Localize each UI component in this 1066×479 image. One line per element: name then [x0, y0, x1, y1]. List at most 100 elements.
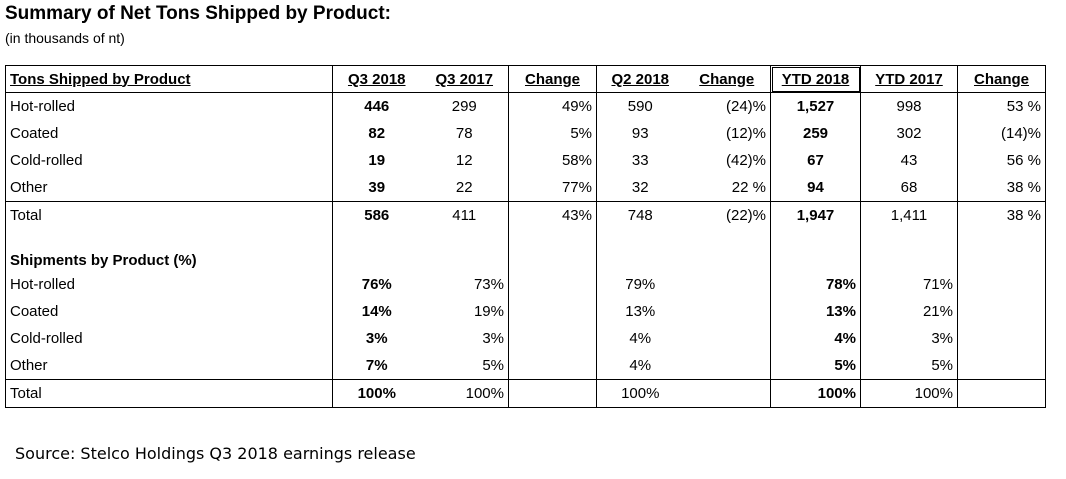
header-cell: Change — [683, 65, 771, 93]
cell: 100% — [420, 379, 509, 408]
cell: 7% — [365, 357, 388, 374]
cell — [958, 352, 1046, 380]
header-text: YTD 2018 — [781, 70, 850, 88]
cell: 43% — [508, 201, 597, 229]
row-label: Other — [10, 357, 48, 374]
cell — [421, 229, 509, 271]
table-header: Tons Shipped by Product Q3 2018 Q3 2017 Cha… — [5, 65, 1046, 93]
summary-table: Tons Shipped by Product Q3 2018 Q3 2017 Cha… — [5, 65, 1046, 408]
cell — [684, 271, 771, 298]
header-text: Change — [973, 70, 1029, 88]
cell: 94 — [807, 179, 824, 196]
table-row: Cold-rolled 19 12 58% 33 (42)% 67 43 56 % — [6, 147, 1046, 174]
cell — [958, 298, 1046, 325]
cell — [958, 325, 1046, 352]
cell: 32 — [631, 179, 649, 196]
header-cell: Q2 2018 — [596, 65, 684, 93]
header-text: Q3 2018 — [347, 70, 406, 88]
cell: 68 — [900, 179, 918, 196]
cell: 1,527 — [796, 98, 835, 115]
cell: 71% — [922, 276, 953, 293]
cell — [958, 271, 1046, 298]
cell: 58% — [561, 152, 592, 169]
table-row: Coated 82 78 5% 93 (12)% 259 302 (14)% — [6, 120, 1046, 147]
row-label: Cold-rolled — [10, 330, 83, 347]
cell: 100% — [332, 379, 421, 408]
header-text: YTD 2017 — [875, 70, 943, 88]
cell: 79% — [625, 276, 656, 293]
cell: 4% — [834, 330, 856, 347]
cell: 5% — [570, 125, 592, 142]
row-label: Coated — [10, 125, 59, 142]
cell — [861, 229, 958, 271]
row-label: Total — [5, 201, 333, 229]
cell: (42)% — [725, 152, 766, 169]
header-cell: YTD 2017 — [860, 65, 958, 93]
cell: 13% — [625, 303, 656, 320]
tons-section: Hot-rolled 446 299 49% 590 (24)% 1,527 998 53 % C… — [5, 93, 1046, 229]
table-row: Other 7% 5% 4% 5% 5% — [6, 352, 1046, 380]
cell: 19% — [473, 303, 504, 320]
table-row: Coated 14% 19% 13% 13% 21% — [6, 298, 1046, 325]
header-cell: Tons Shipped by Product — [5, 65, 333, 93]
row-label: Other — [10, 179, 48, 196]
cell: 22 % — [731, 179, 766, 196]
cell: 67 — [807, 152, 824, 169]
cell: 14% — [361, 303, 392, 320]
header-text: Q2 2018 — [611, 70, 670, 88]
cell — [333, 229, 421, 271]
cell: 3% — [482, 330, 504, 347]
cell: (24)% — [725, 98, 766, 115]
cell — [509, 325, 597, 352]
cell: (12)% — [725, 125, 766, 142]
cell: 1,947 — [770, 201, 861, 229]
cell: 4% — [629, 357, 652, 374]
subtitle: (in thousands of nt) — [5, 30, 125, 46]
cell — [597, 229, 684, 271]
cell: 100% — [860, 379, 958, 408]
cell: 78 — [455, 125, 473, 142]
table-row: Hot-rolled 446 299 49% 590 (24)% 1,527 998 53 % — [6, 93, 1046, 121]
cell — [508, 379, 597, 408]
section-heading-row: Shipments by Product (%) — [6, 229, 1046, 271]
cell: 12 — [455, 152, 473, 169]
cell: 21% — [922, 303, 953, 320]
cell: (14)% — [1000, 125, 1041, 142]
cell: 76% — [361, 276, 392, 293]
cell — [683, 379, 771, 408]
row-label: Coated — [10, 303, 59, 320]
cell: 748 — [596, 201, 684, 229]
cell: 5% — [931, 357, 953, 374]
cell: 39 — [368, 179, 386, 196]
cell: 49% — [561, 98, 592, 115]
table-row: Other 39 22 77% 32 22 % 94 68 38 % — [6, 174, 1046, 202]
table-row: Total 100% 100% 100% 100% 100% — [5, 379, 1046, 408]
cell: 590 — [627, 98, 653, 115]
header-row: Tons Shipped by Product Q3 2018 Q3 2017 Cha… — [5, 65, 1046, 93]
cell — [684, 229, 771, 271]
cell — [684, 298, 771, 325]
cell: 82 — [368, 125, 386, 142]
cell: 4% — [629, 330, 652, 347]
header-cell: YTD 2018 — [770, 65, 861, 93]
header-text: Q3 2017 — [435, 70, 494, 88]
cell: 43 — [900, 152, 918, 169]
cell — [509, 271, 597, 298]
cell: 19 — [368, 152, 386, 169]
cell — [957, 379, 1046, 408]
cell: (22)% — [683, 201, 771, 229]
cell — [771, 229, 861, 271]
section-heading: Shipments by Product (%) — [10, 252, 197, 269]
cell: 100% — [770, 379, 861, 408]
header-cell: Q3 2017 — [420, 65, 509, 93]
cell: 5% — [482, 357, 504, 374]
cell — [509, 352, 597, 380]
cell: 3% — [931, 330, 953, 347]
cell: 38 % — [1006, 179, 1041, 196]
row-label: Hot-rolled — [10, 98, 76, 115]
header-text: Change — [699, 70, 755, 88]
title: Summary of Net Tons Shipped by Product: — [5, 3, 392, 24]
cell — [684, 325, 771, 352]
cell: 1,411 — [860, 201, 958, 229]
